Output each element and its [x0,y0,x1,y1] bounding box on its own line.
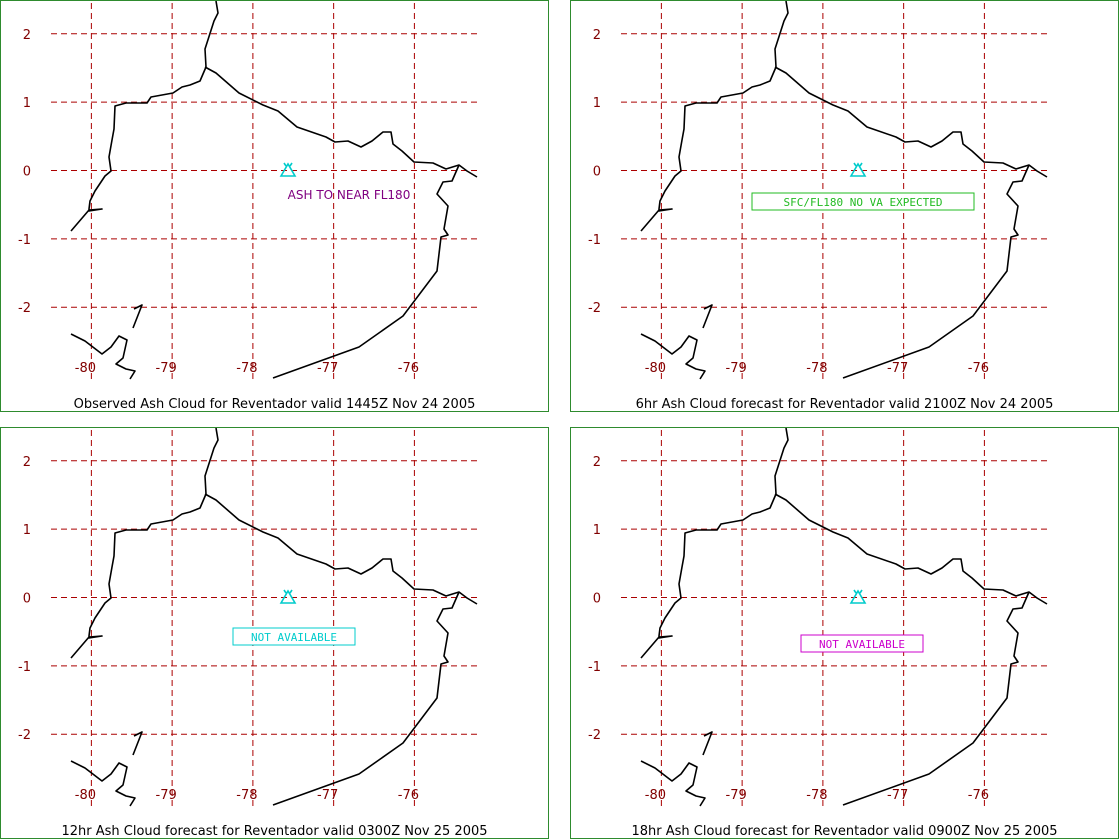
lat-tick-label: -2 [18,728,31,743]
panel-caption: 6hr Ash Cloud forecast for Reventador va… [635,397,1054,412]
graticule [621,430,1049,806]
lon-tick-label: -78 [806,788,827,803]
gulf-coastline [70,760,136,807]
map-forecast-6hr: 2 1 0 -1 -2 -80 -79 -78 -77 -76 SFC/FL180 NO VA EX… [588,1,1049,380]
coastline [70,1,219,232]
volcano-icon [849,162,867,177]
volcano-icon [279,162,297,177]
volcano-icon [279,589,297,604]
status-box [751,192,975,211]
country-border-east [272,164,460,379]
lat-tick-label: 2 [23,455,31,470]
panel-caption: Observed Ash Cloud for Reventador valid … [73,397,476,412]
lat-tick-label: -2 [18,301,31,316]
lon-tick-label: -77 [887,788,908,803]
coastline-and-borders [640,428,1048,807]
gulf-coastline [70,333,136,380]
coastline-and-borders [70,428,478,807]
lat-tick-label: -2 [588,728,601,743]
lon-tick-label: -79 [156,788,177,803]
lat-tick-label: 0 [23,164,31,179]
panel-caption: 18hr Ash Cloud forecast for Reventador v… [631,824,1058,839]
lon-tick-label: -80 [645,361,666,376]
lat-tick-label: -1 [18,233,31,248]
graticule [51,3,479,379]
lon-tick-label: -76 [968,361,989,376]
lon-tick-label: -78 [236,788,257,803]
lon-tick-label: -78 [806,361,827,376]
volcano-icon [849,589,867,604]
status-box [800,634,924,653]
lon-tick-label: -79 [726,788,747,803]
country-border-east [842,591,1030,806]
map-forecast-18hr: 2 1 0 -1 -2 -80 -79 -78 -77 -76 NOT AVAILABLE [588,428,1049,807]
status-box [232,627,356,646]
panel-forecast-12hr: 2 1 0 -1 -2 -80 -79 -78 -77 -76 NOT AVAILABLE 12hr … [0,427,549,839]
country-border [774,66,1048,178]
lon-tick-label: -76 [398,788,419,803]
lon-tick-label: -80 [75,361,96,376]
country-border [204,66,478,178]
lat-tick-label: 2 [23,28,31,43]
lat-tick-label: -2 [588,301,601,316]
country-border [204,493,478,605]
lat-tick-label: 2 [593,455,601,470]
coastline [70,428,219,659]
lat-tick-label: 2 [593,28,601,43]
map-forecast-12hr: 2 1 0 -1 -2 -80 -79 -78 -77 -76 NOT AVAILABLE [18,428,479,807]
lat-tick-label: 1 [593,523,601,538]
island-outline [702,304,713,329]
country-border-east [272,591,460,806]
status-text: SFC/FL180 NO VA EXPECTED [784,196,943,209]
island-outline [132,731,143,756]
panel-forecast-18hr: 2 1 0 -1 -2 -80 -79 -78 -77 -76 NOT AVAILABLE 18hr … [570,427,1119,839]
gulf-coastline [640,333,706,380]
map-observed: 2 1 0 -1 -2 -80 -79 -78 -77 -76 ASH TO NEAR FL180 [18,1,479,380]
lat-tick-label: -1 [18,660,31,675]
graticule [51,430,479,806]
country-border [774,493,1048,605]
lat-tick-label: -1 [588,660,601,675]
lon-tick-label: -80 [645,788,666,803]
coastline [640,428,789,659]
lon-tick-label: -78 [236,361,257,376]
island-outline [132,304,143,329]
coastline-and-borders [70,1,478,380]
lon-tick-label: -77 [887,361,908,376]
panel-forecast-6hr: 2 1 0 -1 -2 -80 -79 -78 -77 -76 SFC/FL180 NO VA EX… [570,0,1119,412]
lat-tick-label: 0 [593,591,601,606]
status-text: NOT AVAILABLE [819,638,905,651]
lon-tick-label: -77 [317,361,338,376]
gulf-coastline [640,760,706,807]
lat-tick-label: 1 [593,96,601,111]
ash-label: ASH TO NEAR FL180 [288,188,411,202]
coastline-and-borders [640,1,1048,380]
lat-tick-label: 0 [593,164,601,179]
lat-tick-label: 1 [23,523,31,538]
panel-caption: 12hr Ash Cloud forecast for Reventador v… [61,824,488,839]
island-outline [702,731,713,756]
panel-observed: 2 1 0 -1 -2 -80 -79 -78 -77 -76 ASH TO NEAR FL180 O… [0,0,549,412]
coastline [640,1,789,232]
lat-tick-label: 1 [23,96,31,111]
lon-tick-label: -79 [726,361,747,376]
lat-tick-label: -1 [588,233,601,248]
status-text: NOT AVAILABLE [251,631,337,644]
lon-tick-label: -76 [968,788,989,803]
lon-tick-label: -80 [75,788,96,803]
lat-tick-label: 0 [23,591,31,606]
country-border-east [842,164,1030,379]
lon-tick-label: -77 [317,788,338,803]
lon-tick-label: -76 [398,361,419,376]
lon-tick-label: -79 [156,361,177,376]
graticule [621,3,1049,379]
